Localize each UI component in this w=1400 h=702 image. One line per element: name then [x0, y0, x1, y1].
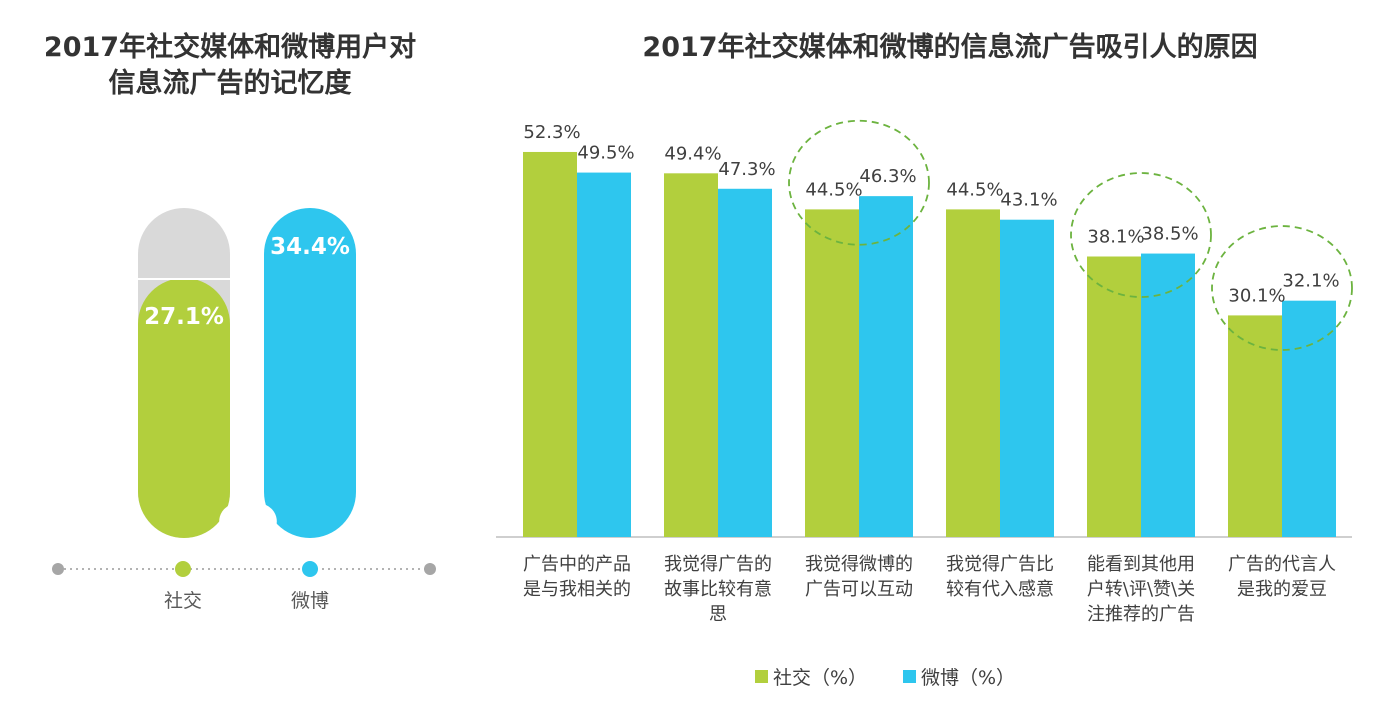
category-label-1-0: 我觉得广告的 — [664, 554, 772, 575]
value-label-social-0: 52.3% — [523, 122, 580, 143]
legend-swatch-weibo — [903, 670, 916, 683]
category-label-5-0: 广告的代言人 — [1228, 554, 1336, 575]
legend-label-weibo: 微博 — [291, 590, 329, 612]
legend-dot-social — [175, 561, 191, 577]
bar-social-3 — [946, 209, 1000, 537]
category-label-3-1: 较有代入感意 — [946, 579, 1054, 600]
category-label-3-0: 我觉得广告比 — [946, 554, 1054, 575]
left-chart-title-line2: 信息流广告的记忆度 — [108, 68, 352, 99]
value-label-weibo-4: 38.5% — [1141, 224, 1198, 245]
memory-value-label: 27.1% — [144, 304, 224, 330]
left-chart-title: 2017年社交媒体和微博用户对 信息流广告的记忆度 — [20, 30, 440, 102]
bar-social-2 — [805, 209, 859, 537]
category-label-0-1: 是与我相关的 — [523, 579, 631, 600]
value-label-social-1: 49.4% — [664, 143, 721, 164]
memory-bar-weibo — [264, 208, 356, 538]
value-label-weibo-0: 49.5% — [577, 143, 634, 164]
legend-label-social: 社交 — [164, 590, 202, 612]
bar-weibo-4 — [1141, 253, 1195, 537]
category-label-2-0: 我觉得微博的 — [805, 554, 913, 575]
legend-end-dot-left — [52, 563, 64, 575]
legend-swatch-social — [755, 670, 768, 683]
legend-label-series-social: 社交（%） — [773, 667, 867, 689]
bar-social-5 — [1228, 315, 1282, 537]
bar-social-0 — [523, 151, 577, 537]
highlight-circle-4 — [1070, 172, 1212, 298]
bar-social-1 — [664, 173, 718, 538]
value-label-social-5: 30.1% — [1228, 285, 1285, 306]
category-label-4-0: 能看到其他用 — [1087, 554, 1195, 575]
legend-label-series-weibo: 微博（%） — [921, 667, 1015, 689]
value-label-social-2: 44.5% — [805, 179, 862, 200]
bar-weibo-0 — [577, 172, 631, 538]
highlight-circle-5 — [1211, 225, 1353, 351]
value-label-weibo-5: 32.1% — [1282, 271, 1339, 292]
category-label-1-2: 思 — [709, 604, 727, 625]
bar-weibo-1 — [718, 188, 772, 537]
bar-weibo-3 — [1000, 219, 1054, 537]
memory-bar-social — [138, 278, 230, 538]
bar-weibo-5 — [1282, 300, 1336, 537]
legend-dot-weibo — [302, 561, 318, 577]
value-label-social-3: 44.5% — [946, 179, 1003, 200]
category-label-2-1: 广告可以互动 — [805, 579, 913, 600]
category-label-1-1: 故事比较有意 — [664, 579, 772, 600]
bar-chart-title: 2017年社交媒体和微博的信息流广告吸引人的原因 — [642, 32, 1258, 63]
memory-value-label: 34.4% — [270, 234, 350, 260]
legend-end-dot-right — [424, 563, 436, 575]
category-label-5-1: 是我的爱豆 — [1237, 579, 1327, 600]
left-chart-title-line1: 2017年社交媒体和微博用户对 — [43, 32, 417, 63]
capsule-notch-circle — [230, 502, 266, 538]
value-label-weibo-1: 47.3% — [718, 159, 775, 180]
bar-social-4 — [1087, 256, 1141, 537]
value-label-weibo-3: 43.1% — [1000, 190, 1057, 211]
value-label-weibo-2: 46.3% — [859, 166, 916, 187]
category-label-0-0: 广告中的产品 — [523, 554, 631, 575]
value-label-social-4: 38.1% — [1087, 227, 1144, 248]
category-label-4-1: 户转\评\赞\关 — [1087, 579, 1195, 600]
category-label-4-2: 注推荐的广告 — [1087, 604, 1195, 625]
bar-weibo-2 — [859, 196, 913, 537]
highlight-circle-2 — [788, 119, 930, 246]
